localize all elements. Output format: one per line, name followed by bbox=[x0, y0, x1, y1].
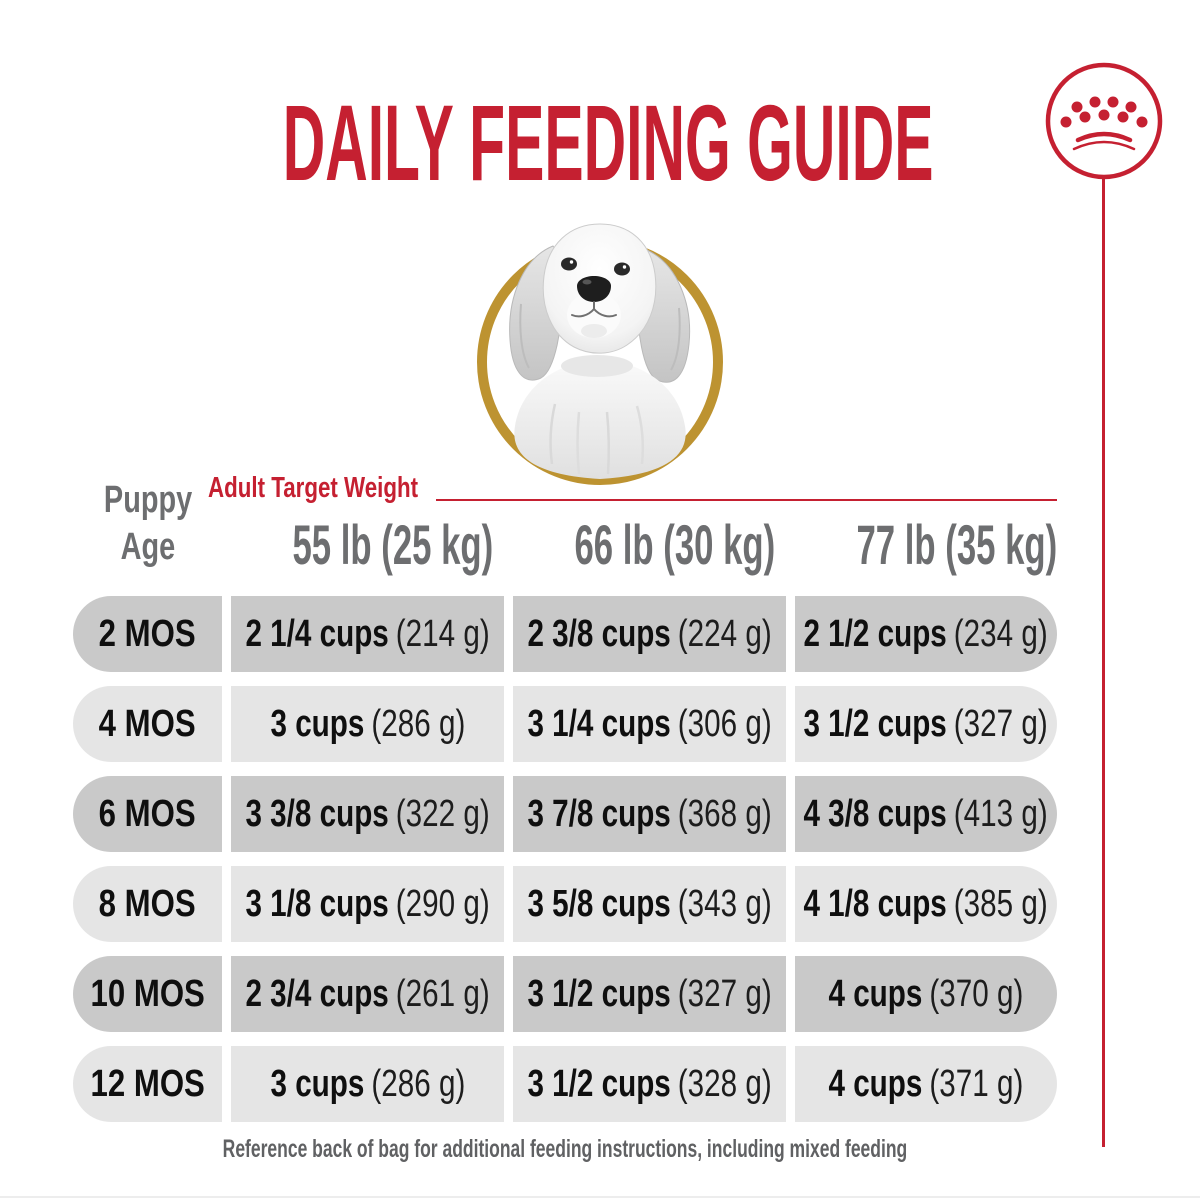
puppy-age-line2: Age bbox=[120, 526, 176, 568]
table-row-10mos: 10 MOS 2 3/4 cups (261 g) 3 1/2 cups (327 … bbox=[73, 956, 1057, 1032]
adult-target-weight-rule bbox=[436, 499, 1057, 501]
table-row-2mos: 2 MOS 2 1/4 cups (214 g) 2 3/8 cups (224 g… bbox=[73, 596, 1057, 672]
amount-cell: 3 1/2 cups (327 g) bbox=[795, 686, 1057, 762]
amount-cell: 3 cups (286 g) bbox=[231, 1046, 504, 1122]
bottom-edge-hairline bbox=[0, 1196, 1200, 1198]
table-row-6mos: 6 MOS 3 3/8 cups (322 g) 3 7/8 cups (368 g… bbox=[73, 776, 1057, 852]
amount-cell: 4 3/8 cups (413 g) bbox=[795, 776, 1057, 852]
amount-cell: 3 1/2 cups (328 g) bbox=[513, 1046, 786, 1122]
brand-vertical-rule bbox=[1102, 179, 1105, 1147]
weight-column-header-77lb: 77 lb (35 kg) bbox=[856, 513, 1058, 576]
puppy-photo bbox=[477, 223, 723, 485]
amount-cell: 3 1/8 cups (290 g) bbox=[231, 866, 504, 942]
footer-note: Reference back of bag for additional fee… bbox=[222, 1135, 908, 1163]
weight-column-header-55lb: 55 lb (25 kg) bbox=[292, 513, 494, 576]
age-cell: 4 MOS bbox=[73, 686, 222, 762]
page-title-text: DAILY FEEDING GUIDE bbox=[282, 82, 934, 203]
page-title: DAILY FEEDING GUIDE bbox=[8, 89, 1200, 197]
table-row-4mos: 4 MOS 3 cups (286 g) 3 1/4 cups (306 g) 3 … bbox=[73, 686, 1057, 762]
age-cell: 2 MOS bbox=[73, 596, 222, 672]
amount-cell: 3 cups (286 g) bbox=[231, 686, 504, 762]
amount-cell: 2 1/2 cups (234 g) bbox=[795, 596, 1057, 672]
age-cell: 12 MOS bbox=[73, 1046, 222, 1122]
puppy-age-line1: Puppy bbox=[103, 479, 193, 521]
amount-cell: 3 3/8 cups (322 g) bbox=[231, 776, 504, 852]
weight-column-header-66lb: 66 lb (30 kg) bbox=[574, 513, 776, 576]
amount-cell: 3 7/8 cups (368 g) bbox=[513, 776, 786, 852]
feeding-table: 2 MOS 2 1/4 cups (214 g) 2 3/8 cups (224 g… bbox=[73, 596, 1057, 1136]
adult-target-weight-label: Adult Target Weight bbox=[208, 472, 419, 504]
royal-canin-crown-logo-icon bbox=[1045, 62, 1163, 180]
age-cell: 8 MOS bbox=[73, 866, 222, 942]
table-row-8mos: 8 MOS 3 1/8 cups (290 g) 3 5/8 cups (343 g… bbox=[73, 866, 1057, 942]
amount-cell: 4 cups (370 g) bbox=[795, 956, 1057, 1032]
amount-cell: 2 1/4 cups (214 g) bbox=[231, 596, 504, 672]
amount-cell: 3 5/8 cups (343 g) bbox=[513, 866, 786, 942]
puppy-age-column-header: Puppy Age bbox=[60, 477, 236, 571]
table-row-12mos: 12 MOS 3 cups (286 g) 3 1/2 cups (328 g) 4… bbox=[73, 1046, 1057, 1122]
amount-cell: 4 1/8 cups (385 g) bbox=[795, 866, 1057, 942]
age-cell: 10 MOS bbox=[73, 956, 222, 1032]
amount-cell: 2 3/4 cups (261 g) bbox=[231, 956, 504, 1032]
amount-cell: 2 3/8 cups (224 g) bbox=[513, 596, 786, 672]
amount-cell: 4 cups (371 g) bbox=[795, 1046, 1057, 1122]
age-cell: 6 MOS bbox=[73, 776, 222, 852]
amount-cell: 3 1/4 cups (306 g) bbox=[513, 686, 786, 762]
amount-cell: 3 1/2 cups (327 g) bbox=[513, 956, 786, 1032]
